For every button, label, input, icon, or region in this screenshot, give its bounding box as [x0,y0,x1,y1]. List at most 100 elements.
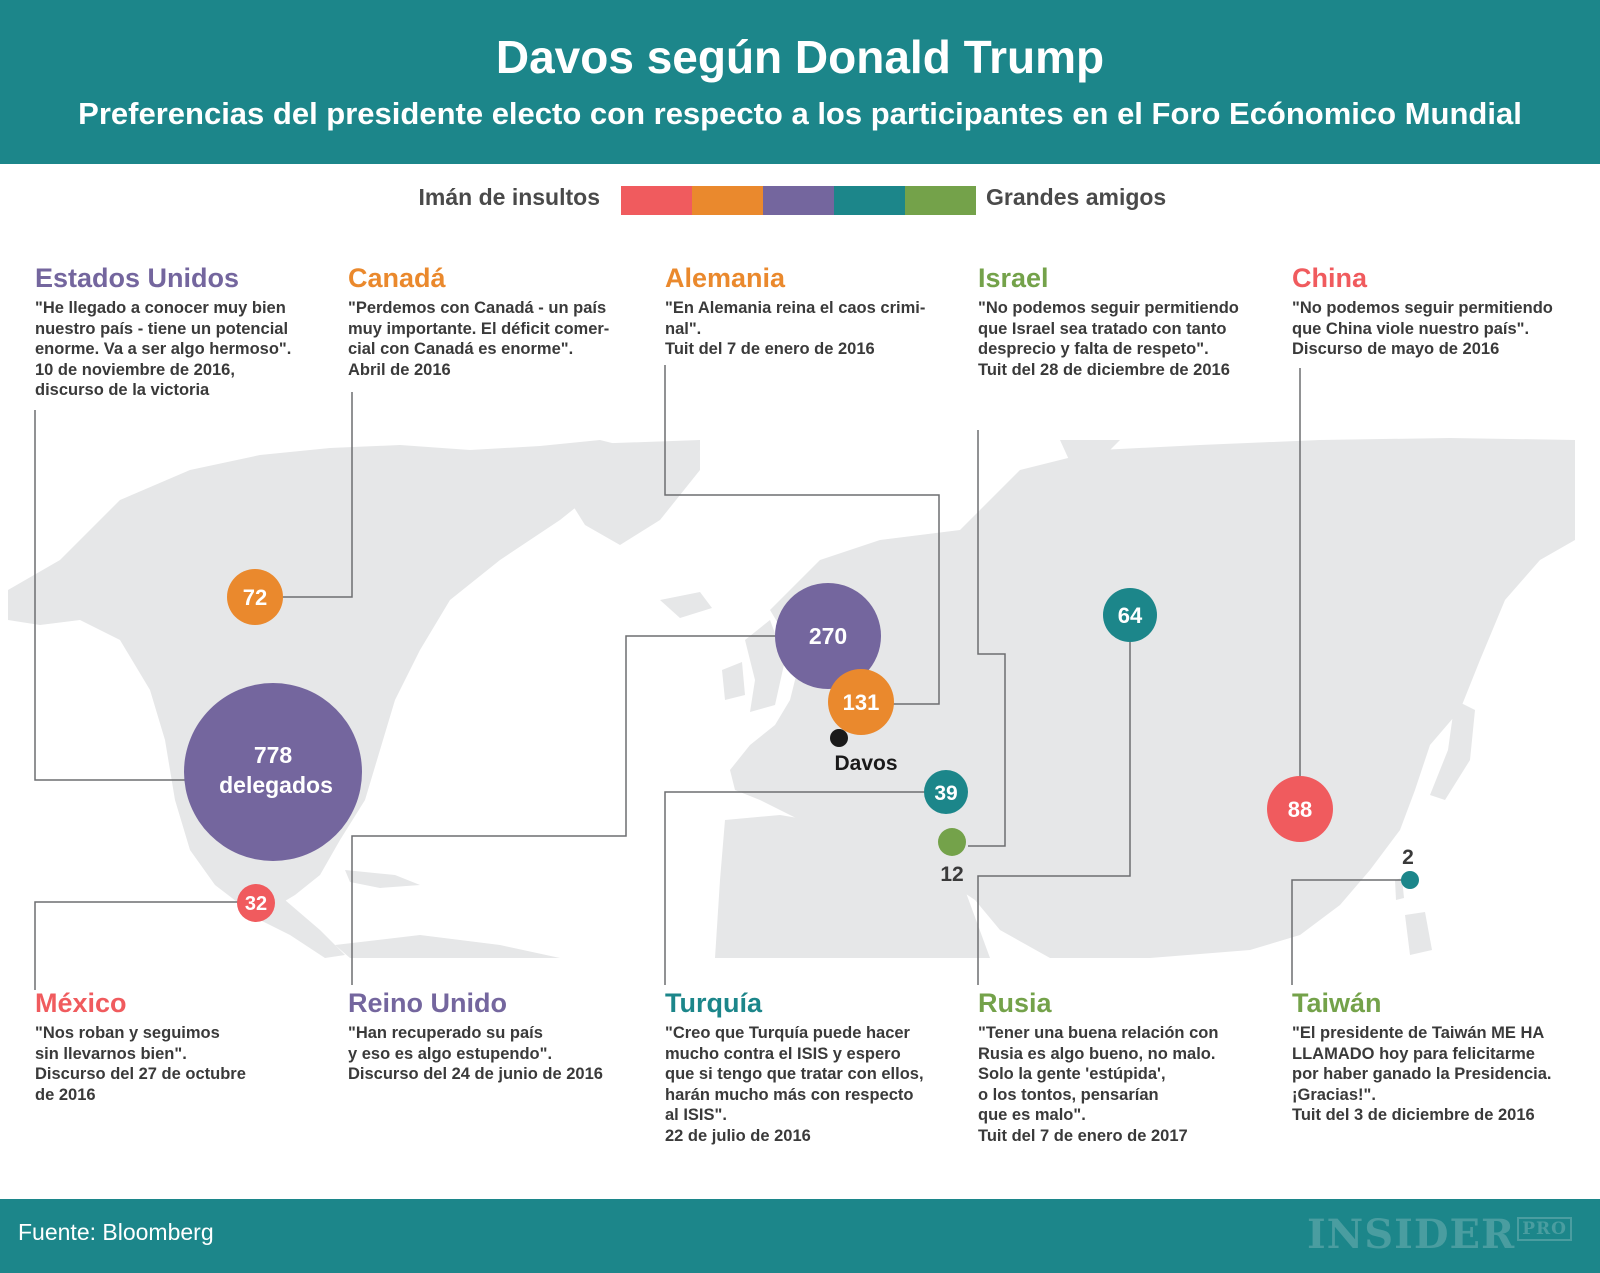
bubble-tr [924,770,968,814]
land-ireland [722,662,745,700]
country-quote-tr: "Creo que Turquía puede hacer mucho cont… [665,1024,924,1125]
country-block-tr: Turquía "Creo que Turquía puede hacer mu… [665,987,955,1147]
country-quote-tw: "El presidente de Taiwán ME HA LLAMADO h… [1292,1024,1552,1104]
leader-line-us [34,410,185,781]
country-block-cn: China "No podemos seguir permitiendo que… [1292,262,1582,360]
legend-swatch-3 [763,186,834,215]
country-block-ru: Rusia "Tener una buena relación con Rusi… [978,987,1268,1147]
land-north-america [8,440,640,910]
insider-pro-logo: INSIDER PRO [1307,1211,1572,1258]
davos-label: Davos [834,752,897,775]
leader-line-ru [977,642,1131,985]
land-masses [8,438,1575,958]
country-block-us: Estados Unidos "He llegado a conocer muy… [35,262,325,401]
land-japan [1430,700,1475,800]
participant-bubbles [184,569,1419,922]
country-quote-us: "He llegado a conocer muy bien nuestro p… [35,299,292,359]
header-banner: Davos según Donald Trump Preferencias de… [0,0,1600,164]
bubble-value-uk: 270 [809,623,847,649]
leader-line-de [664,365,940,705]
legend-color-scale [621,186,976,215]
land-arctic-islands [1060,440,1120,462]
land-uk [745,620,785,712]
country-source-tw: Tuit del 3 de diciembre de 2016 [1292,1106,1535,1125]
logo-main: INSIDER [1306,1211,1516,1258]
bubble-il [938,828,966,856]
country-quote-ru: "Tener una buena relación con Rusia es a… [978,1024,1219,1125]
country-block-uk: Reino Unido "Han recuperado su país y es… [348,987,638,1085]
country-source-ca: Abril de 2016 [348,360,451,379]
bubble-value-il: 12 [940,863,963,886]
country-source-us: 10 de noviembre de 2016, discurso de la … [35,360,235,400]
country-name-tw: Taiwán [1292,988,1382,1018]
land-greenland [560,440,700,545]
country-source-ru: Tuit del 7 de enero de 2017 [978,1126,1188,1145]
country-name-ru: Rusia [978,988,1052,1018]
bubble-tw [1401,871,1419,889]
country-block-tw: Taiwán "El presidente de Taiwán ME HA LL… [1292,987,1582,1126]
bubble-value-cn: 88 [1288,797,1312,822]
land-iceland [660,592,712,618]
country-block-de: Alemania "En Alemania reina el caos crim… [665,262,955,360]
country-block-il: Israel "No podemos seguir permitiendo qu… [978,262,1268,380]
bubble-value-tr: 39 [934,782,957,805]
land-africa [715,815,990,958]
legend-swatch-1 [621,186,692,215]
country-source-cn: Discurso de mayo de 2016 [1292,340,1500,359]
bubble-ca [227,569,283,625]
country-quote-ca: "Perdemos con Canadá - un país muy impor… [348,299,610,359]
logo-sub: PRO [1517,1216,1572,1241]
country-name-tr: Turquía [665,988,762,1018]
bubble-value-mx: 32 [245,893,267,915]
bubble-cn [1267,776,1333,842]
country-name-uk: Reino Unido [348,988,507,1018]
country-quote-cn: "No podemos seguir permitiendo que China… [1292,299,1553,338]
legend-swatch-2 [692,186,763,215]
legend-swatch-5 [905,186,976,215]
bubble-ru [1103,588,1157,642]
land-south-america [335,935,560,958]
country-quote-uk: "Han recuperado su país y eso es algo es… [348,1024,553,1063]
leader-line-il [968,430,1006,847]
legend-swatch-4 [834,186,905,215]
country-name-mx: México [35,988,127,1018]
leader-lines [34,365,1408,990]
bubble-value-ca: 72 [243,585,267,610]
country-source-il: Tuit del 28 de diciembre de 2016 [978,360,1230,379]
bubble-value-de: 131 [843,690,880,715]
davos-marker [830,729,848,747]
bubble-mx [237,884,275,922]
leader-line-tw [1291,879,1408,985]
country-name-ca: Canadá [348,263,446,293]
country-source-tr: 22 de julio de 2016 [665,1126,811,1145]
country-block-ca: Canadá "Perdemos con Canadá - un país mu… [348,262,638,380]
footer-banner: Fuente: Bloomberg INSIDER PRO [0,1199,1600,1273]
bubble-de [828,669,894,735]
country-block-mx: México "Nos roban y seguimos sin llevarn… [35,987,325,1105]
country-source-uk: Discurso del 24 de junio de 2016 [348,1065,603,1084]
country-source-mx: Discurso del 27 de octubre de 2016 [35,1065,246,1104]
legend-left-label: Imán de insultos [418,184,600,210]
leader-line-uk [351,635,777,985]
country-name-de: Alemania [665,263,786,293]
country-quote-de: "En Alemania reina el caos crimi- nal". [665,299,926,338]
leader-line-tr [664,791,925,985]
land-caribbean [345,870,420,888]
country-quote-il: "No podemos seguir permitiendo que Israe… [978,299,1239,359]
page-title: Davos según Donald Trump [495,31,1105,83]
land-eurasia [730,438,1575,958]
legend-right-label: Grandes amigos [986,184,1167,210]
country-name-il: Israel [978,263,1049,293]
bubble-us [184,683,362,861]
country-quote-mx: "Nos roban y seguimos sin llevarnos bien… [35,1024,220,1063]
bubble-value-ru: 64 [1118,603,1143,628]
bubble-uk [775,583,881,689]
bubble-unit-us: delegados [219,772,333,798]
country-name-cn: China [1292,263,1368,293]
land-philippines [1405,912,1432,955]
country-source-de: Tuit del 7 de enero de 2016 [665,340,875,359]
leader-line-ca [282,392,353,598]
land-central-america [250,900,345,958]
leader-line-mx [34,901,240,990]
